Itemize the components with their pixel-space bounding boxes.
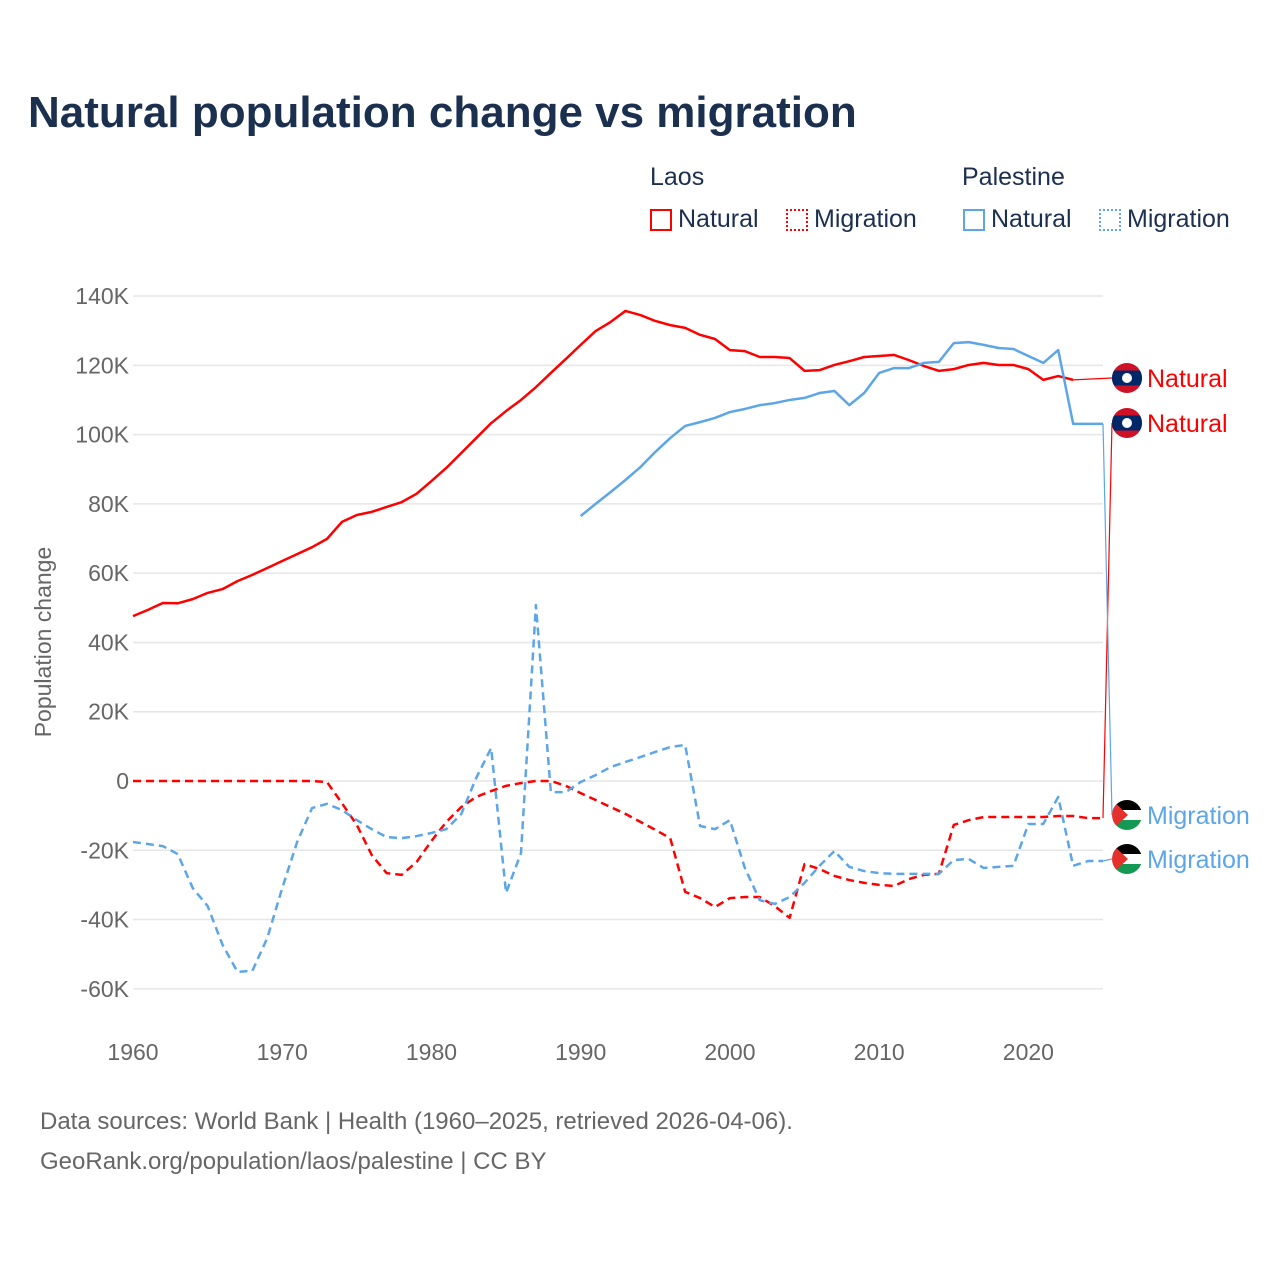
flag-triangle (1112, 800, 1128, 830)
flag-stripe (1112, 820, 1142, 830)
footer-url[interactable]: GeoRank.org/population/laos/palestine | … (40, 1148, 547, 1175)
laos-flag-icon (1112, 363, 1142, 393)
y-tick-label: 0 (116, 768, 129, 794)
flag-body (1112, 363, 1142, 393)
laos-migration-line (133, 779, 1103, 920)
legend-swatch-solid (650, 208, 672, 231)
flag-triangle (1112, 844, 1128, 874)
y-tick-label: 80K (88, 491, 130, 517)
end-label: Natural (1147, 365, 1228, 393)
legend-palestine-natural[interactable]: Natural (963, 205, 1072, 234)
y-axis-label: Population change (30, 547, 56, 738)
x-tick-label: 2010 (854, 1039, 905, 1065)
y-tick-label: 140K (75, 283, 129, 309)
x-tick-label: 1960 (107, 1039, 158, 1065)
legend-label: Natural (678, 205, 759, 233)
legend-label: Migration (814, 205, 917, 233)
flag-disc (1122, 373, 1132, 383)
laos-natural-line (132, 309, 1074, 618)
flag-stripe (1112, 844, 1142, 854)
label-connector (1073, 377, 1113, 381)
palestine-migration-line (132, 603, 1103, 974)
flag-disc (1122, 418, 1132, 428)
legend-swatch-solid (963, 208, 985, 231)
chart-title: Natural population change vs migration (28, 88, 857, 137)
x-tick-label: 2000 (704, 1039, 755, 1065)
legend-group-laos: Laos (650, 163, 705, 191)
legend-swatch-dotted (1099, 208, 1121, 231)
legend-laos-natural[interactable]: Natural (650, 205, 759, 234)
end-label: Natural (1147, 410, 1228, 438)
x-tick-label: 1970 (257, 1039, 308, 1065)
y-tick-label: 120K (75, 352, 129, 378)
y-tick-label: 100K (75, 422, 129, 448)
legend-label: Natural (991, 205, 1072, 233)
palestine-flag-icon (1112, 844, 1142, 874)
palestine-flag-icon (1112, 800, 1142, 830)
x-tick-label: 1990 (555, 1039, 606, 1065)
legend-label: Migration (1127, 205, 1230, 233)
end-label: Migration (1147, 846, 1250, 874)
x-tick-label: 1980 (406, 1039, 457, 1065)
flag-stripe (1112, 864, 1142, 874)
flag-body (1112, 408, 1142, 438)
y-tick-label: 40K (88, 629, 130, 655)
label-connector (1102, 423, 1113, 816)
legend-swatch-dotted (786, 208, 808, 231)
end-label: Migration (1147, 802, 1250, 830)
legend-group-palestine: Palestine (962, 163, 1065, 191)
y-tick-label: 20K (88, 699, 130, 725)
flag-body (1112, 800, 1142, 830)
flag-stripe (1112, 800, 1142, 810)
y-tick-label: -40K (80, 907, 129, 933)
y-tick-label: -20K (80, 837, 129, 863)
laos-flag-icon (1112, 408, 1142, 438)
y-tick-label: -60K (80, 976, 129, 1002)
x-tick-label: 2020 (1003, 1039, 1054, 1065)
footer-sources: Data sources: World Bank | Health (1960–… (40, 1108, 793, 1135)
legend-laos-migration[interactable]: Migration (786, 205, 917, 234)
flag-body (1112, 844, 1142, 874)
label-connector (1102, 858, 1113, 862)
legend-palestine-migration[interactable]: Migration (1099, 205, 1230, 234)
palestine-natural-line (579, 340, 1103, 517)
y-tick-label: 60K (88, 560, 130, 586)
